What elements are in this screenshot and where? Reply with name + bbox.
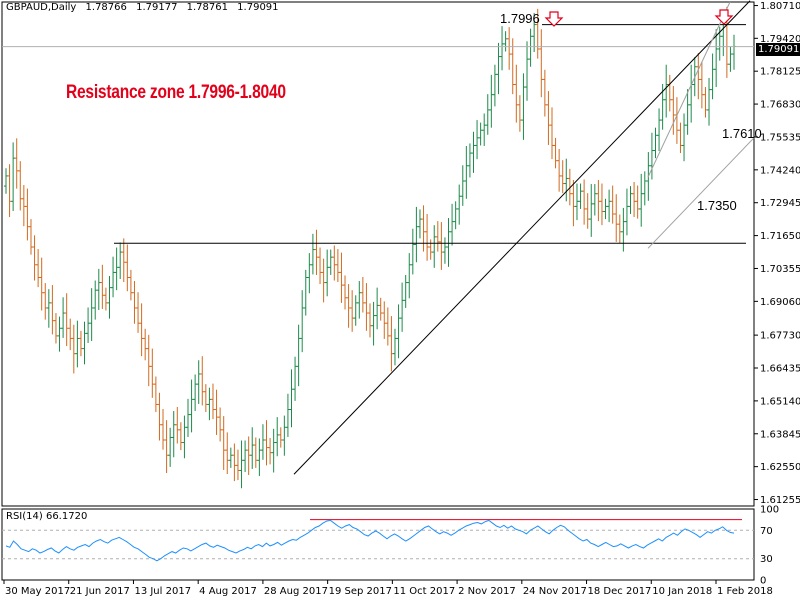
x-tick-label: 28 Aug 2017 bbox=[264, 586, 328, 597]
x-tick-label: 30 May 2017 bbox=[5, 586, 70, 597]
y-tick-label: 1.61255 bbox=[760, 495, 800, 506]
x-tick-label: 18 Dec 2017 bbox=[588, 586, 652, 597]
low-value: 1.78761 bbox=[186, 2, 228, 13]
y-tick-label: 1.66435 bbox=[760, 364, 800, 375]
x-tick-label: 10 Jan 2018 bbox=[652, 586, 712, 597]
channel-upper-line bbox=[647, 1, 731, 178]
y-tick-label: 1.79420 bbox=[760, 34, 800, 45]
close-value: 1.79091 bbox=[237, 2, 279, 13]
y-tick-label: 1.63845 bbox=[760, 429, 800, 440]
y-tick-label: 1.70355 bbox=[760, 264, 800, 275]
support-upper-label: 1.7610 bbox=[722, 126, 762, 141]
y-tick-label: 1.74240 bbox=[760, 165, 800, 176]
y-tick-label: 1.80710 bbox=[760, 1, 800, 12]
symbol-label: GBPAUD,Daily bbox=[6, 2, 77, 13]
x-tick-label: 24 Nov 2017 bbox=[523, 586, 587, 597]
x-tick-label: 13 Jul 2017 bbox=[134, 586, 191, 597]
x-tick-label: 2 Nov 2017 bbox=[458, 586, 516, 597]
y-tick-label: 1.65140 bbox=[760, 396, 800, 407]
y-tick-label: 1.69060 bbox=[760, 297, 800, 308]
x-tick-label: 1 Feb 2018 bbox=[717, 586, 773, 597]
x-tick-label: 11 Oct 2017 bbox=[393, 586, 455, 597]
y-tick-label: 1.71650 bbox=[760, 231, 800, 242]
x-tick-label: 4 Aug 2017 bbox=[199, 586, 257, 597]
rsi-line bbox=[5, 519, 735, 562]
x-tick-label: 19 Sep 2017 bbox=[329, 586, 392, 597]
rsi-title: RSI(14) 66.1720 bbox=[6, 511, 88, 522]
down-arrow-icon bbox=[714, 9, 734, 25]
y-tick-label: 1.62550 bbox=[760, 462, 800, 473]
peak-level-label: 1.7996 bbox=[500, 11, 540, 26]
rsi-level-label: 30 bbox=[760, 554, 773, 565]
rsi-level-label: 70 bbox=[760, 526, 773, 537]
long-trendline bbox=[293, 0, 751, 475]
y-tick-label: 1.75535 bbox=[760, 132, 800, 143]
high-value: 1.79177 bbox=[136, 2, 178, 13]
down-arrow-icon bbox=[544, 11, 564, 27]
resistance-zone-annotation: Resistance zone 1.7996-1.8040 bbox=[66, 82, 286, 103]
x-tick-label: 21 Jun 2017 bbox=[70, 586, 130, 597]
support-lower-label: 1.7350 bbox=[697, 198, 737, 213]
rsi-level-label: 0 bbox=[760, 576, 766, 587]
open-value: 1.78766 bbox=[85, 2, 127, 13]
main-plot-frame bbox=[1, 1, 755, 507]
current-price-marker: 1.79091 bbox=[756, 43, 800, 56]
rsi-plot-frame bbox=[1, 508, 755, 581]
channel-lower-line bbox=[647, 137, 755, 249]
y-tick-label: 1.78125 bbox=[760, 67, 800, 78]
y-tick-label: 1.72945 bbox=[760, 198, 800, 209]
chart-header: GBPAUD,Daily 1.78766 1.79177 1.78761 1.7… bbox=[6, 2, 285, 13]
y-tick-label: 1.76830 bbox=[760, 100, 800, 111]
y-tick-label: 1.67730 bbox=[760, 331, 800, 342]
rsi-level-label: 100 bbox=[760, 505, 779, 516]
